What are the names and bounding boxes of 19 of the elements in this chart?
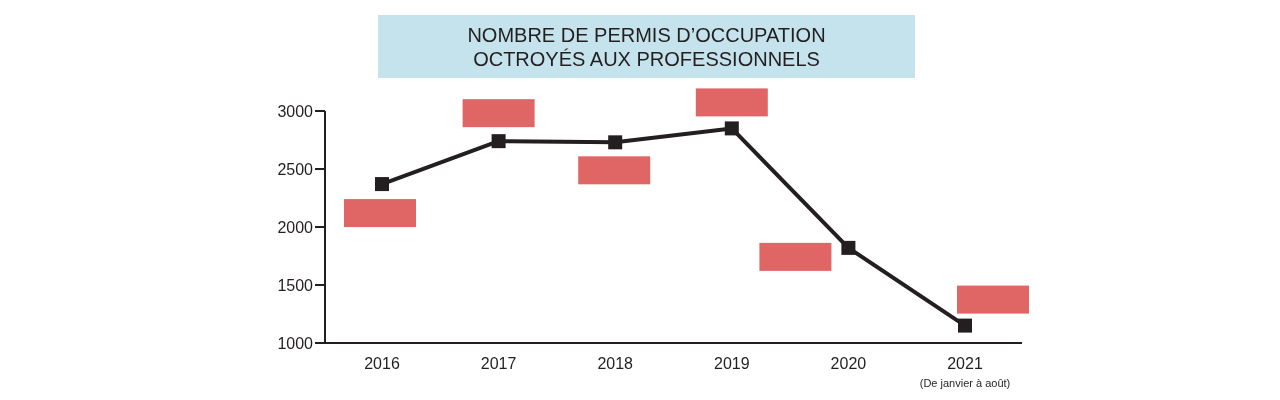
y-tick-label: 1500 xyxy=(277,276,314,294)
point xyxy=(375,177,389,192)
x-tick-label: 2018 xyxy=(597,355,634,372)
point xyxy=(724,121,739,136)
point xyxy=(841,240,856,255)
text: (De janvier à août) xyxy=(919,377,1011,389)
y-tick-label: 2000 xyxy=(277,218,314,236)
point xyxy=(491,134,506,149)
x-tick-label: 2017 xyxy=(480,355,517,372)
y-tick-label: 3000 xyxy=(277,102,314,120)
point xyxy=(608,135,623,150)
point xyxy=(958,318,972,333)
chart-title: NOMBRE DE PERMIS D’OCCUPATION OCTROYÉS AUX PROFESSIONNELS xyxy=(466,22,827,71)
x-tick-label: 2021 xyxy=(947,355,983,372)
y-tick-label: 1000 xyxy=(277,334,314,352)
x-tick-label: 2016 xyxy=(364,355,400,372)
x-tick-label: 2019 xyxy=(714,355,750,372)
x-tick-label: 2020 xyxy=(830,355,867,372)
y-tick-label: 2500 xyxy=(277,160,314,178)
